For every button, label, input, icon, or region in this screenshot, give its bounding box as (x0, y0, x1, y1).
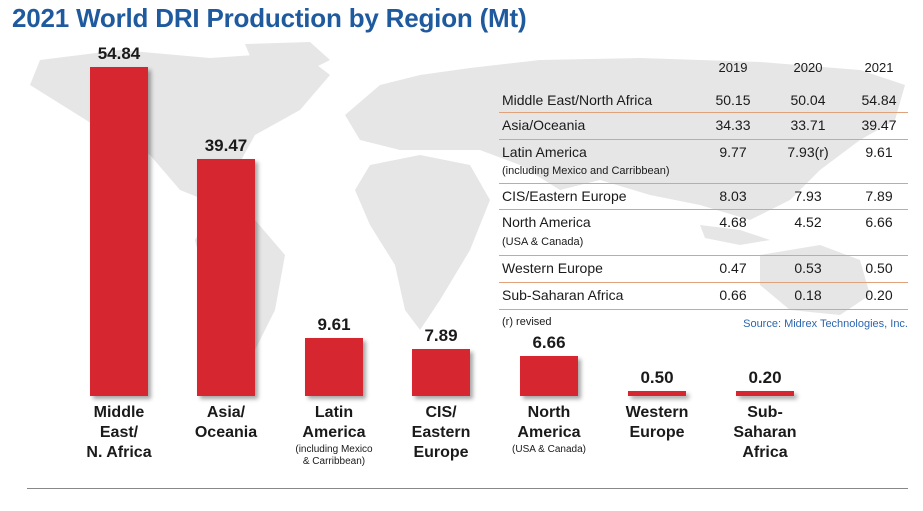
category-label-line: Asia/ (206, 404, 246, 421)
row-note: (including Mexico and Carribbean) (502, 165, 670, 177)
category-sublabel-line: & Carribbean) (302, 456, 366, 467)
bottom-divider (27, 488, 908, 489)
table-row: CIS/Eastern Europe 8.03 7.93 7.89 (499, 184, 908, 210)
source-note: Source: Midrex Technologies, Inc. (743, 318, 908, 330)
cell-2021: 7.89 (865, 188, 893, 204)
table-row: Latin America (including Mexico and Carr… (499, 140, 908, 184)
category-label: North America (489, 403, 609, 443)
row-name: North America (502, 214, 591, 230)
cell-2021: 39.47 (861, 117, 897, 133)
category-sublabel: (USA & Canada) (489, 444, 609, 456)
category-label-line: Saharan (733, 424, 797, 441)
cell-2021: 0.50 (865, 260, 893, 276)
category-label: Latin America (274, 403, 394, 443)
cell-2020: 4.52 (794, 214, 822, 230)
year-header-2021: 2021 (864, 60, 894, 75)
category-label: Sub- Saharan Africa (705, 403, 825, 463)
chart-title: 2021 World DRI Production by Region (Mt) (12, 3, 527, 33)
row-name: Middle East/North Africa (502, 92, 653, 108)
bar (305, 338, 363, 396)
cell-2020: 33.71 (790, 117, 826, 133)
category-label-line: N. Africa (86, 444, 152, 461)
category-label-line: CIS/ (425, 404, 457, 421)
cell-2019: 0.66 (719, 287, 747, 303)
bar (197, 159, 255, 396)
category-label-line: America (517, 424, 581, 441)
category-label-line: Eastern (411, 424, 471, 441)
cell-2020: 0.18 (794, 287, 822, 303)
cell-2020: 7.93 (794, 188, 822, 204)
row-name: Asia/Oceania (502, 117, 586, 133)
revised-note: (r) revised (502, 316, 552, 328)
category-label: Middle East/N. Africa (59, 403, 179, 463)
category-label: CIS/Eastern Europe (381, 403, 501, 463)
category-label-line: Latin (314, 404, 354, 421)
cell-2019: 9.77 (719, 144, 747, 160)
bar-value-label: 39.47 (204, 136, 248, 156)
bar-value-label: 9.61 (317, 315, 351, 335)
category-label-line: America (302, 424, 366, 441)
row-name: CIS/Eastern Europe (502, 188, 627, 204)
category-sublabel: (including Mexico & Carribbean) (274, 444, 394, 468)
bar (412, 348, 470, 396)
cell-2021: 6.66 (865, 214, 893, 230)
cell-2020: 7.93(r) (787, 144, 829, 160)
year-header-2019: 2019 (718, 60, 748, 75)
row-name: Western Europe (502, 260, 603, 276)
row-name: Sub-Saharan Africa (502, 287, 624, 303)
table-row: North America (USA & Canada) 4.68 4.52 6… (499, 210, 908, 256)
category-label-line: Europe (413, 444, 469, 461)
category-label-line: Europe (629, 424, 685, 441)
bar (736, 391, 794, 396)
row-note: (USA & Canada) (502, 236, 584, 248)
cell-2021: 0.20 (865, 287, 893, 303)
category-label-line: Africa (742, 444, 788, 461)
bar-value-label: 0.20 (748, 368, 782, 387)
bar (520, 356, 578, 396)
category-sublabel-line: (including Mexico (295, 444, 373, 455)
category-label: Western Europe (597, 403, 717, 443)
year-header-2020: 2020 (793, 60, 823, 75)
category-sublabel-line: (USA & Canada) (512, 444, 586, 455)
row-name: Latin America (502, 144, 587, 160)
category-label: Asia/Oceania (166, 403, 286, 443)
cell-2021: 54.84 (861, 92, 897, 108)
table-row: Asia/Oceania 34.33 33.71 39.47 (499, 113, 908, 140)
bar (628, 391, 686, 396)
category-label-line: Middle (93, 404, 145, 421)
category-label-line: East/ (99, 424, 139, 441)
bar-value-label: 6.66 (532, 333, 566, 353)
cell-2019: 34.33 (715, 117, 751, 133)
category-label-line: North (527, 404, 571, 421)
cell-2019: 8.03 (719, 188, 747, 204)
cell-2021: 9.61 (865, 144, 893, 160)
category-label-line: Oceania (194, 424, 258, 441)
category-label-line: Western (625, 404, 689, 421)
bar (90, 67, 148, 396)
cell-2020: 0.53 (794, 260, 822, 276)
cell-2019: 50.15 (715, 92, 751, 108)
cell-2019: 0.47 (719, 260, 747, 276)
bar-value-label: 0.50 (640, 368, 674, 387)
table-row: Middle East/North Africa 50.15 50.04 54.… (499, 88, 908, 113)
bar-value-label: 7.89 (424, 325, 458, 345)
cell-2019: 4.68 (719, 214, 747, 230)
bar-value-label: 54.84 (97, 44, 141, 63)
cell-2020: 50.04 (790, 92, 826, 108)
category-label-line: Sub- (747, 404, 783, 421)
table-row: Sub-Saharan Africa 0.66 0.18 0.20 (499, 283, 908, 310)
table-row: Western Europe 0.47 0.53 0.50 (499, 256, 908, 283)
